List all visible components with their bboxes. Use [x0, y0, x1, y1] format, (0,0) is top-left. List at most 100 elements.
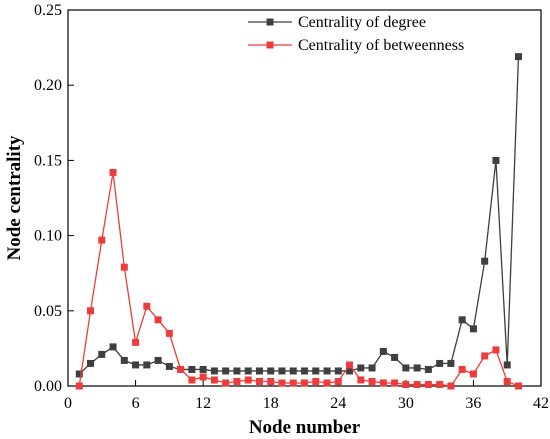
y-tick-label: 0.20 [34, 77, 62, 94]
data-point [233, 367, 241, 375]
data-point [424, 380, 432, 388]
y-tick-label: 0.00 [34, 378, 62, 395]
data-point [210, 367, 218, 375]
data-point [98, 350, 106, 358]
data-point [368, 364, 376, 372]
data-point [109, 168, 117, 176]
data-point [346, 367, 354, 375]
data-point [289, 367, 297, 375]
series-line-1 [78, 172, 519, 387]
data-point [458, 365, 466, 373]
legend-label: Centrality of betweenness [298, 37, 464, 54]
data-point [210, 376, 218, 384]
data-point [323, 367, 331, 375]
data-point [346, 361, 354, 369]
x-tick-label: 0 [64, 395, 72, 412]
data-point [143, 302, 151, 310]
data-point [267, 377, 275, 385]
x-tick-label: 42 [533, 395, 549, 412]
x-tick-label: 6 [132, 395, 140, 412]
data-point [278, 379, 286, 387]
data-point [379, 379, 387, 387]
data-point [492, 346, 500, 354]
data-point [391, 353, 399, 361]
data-point [402, 380, 410, 388]
data-point [334, 377, 342, 385]
data-point [75, 382, 83, 390]
data-point [132, 361, 140, 369]
y-tick-label: 0.10 [34, 228, 62, 245]
data-point [447, 359, 455, 367]
y-tick-label: 0.15 [34, 152, 62, 169]
data-point [244, 376, 252, 384]
data-point [165, 362, 173, 370]
data-point [255, 377, 263, 385]
data-point [199, 365, 207, 373]
data-point [289, 379, 297, 387]
legend-marker [266, 41, 274, 49]
data-point [199, 373, 207, 381]
data-point [87, 307, 95, 315]
data-point [503, 361, 511, 369]
x-tick-label: 36 [465, 395, 481, 412]
data-point [312, 377, 320, 385]
data-point [143, 361, 151, 369]
data-point [98, 236, 106, 244]
data-point [132, 338, 140, 346]
data-point [413, 364, 421, 372]
legend-marker [266, 18, 274, 26]
y-tick-label: 0.25 [34, 2, 62, 19]
data-point [323, 379, 331, 387]
data-point [436, 359, 444, 367]
data-point [368, 377, 376, 385]
x-tick-label: 12 [195, 395, 211, 412]
data-point [469, 370, 477, 378]
data-point [469, 325, 477, 333]
y-axis-ticks: 0.00 0.05 0.10 0.15 0.20 0.25 [34, 2, 74, 395]
data-point [154, 316, 162, 324]
data-point [481, 352, 489, 360]
data-point [222, 367, 230, 375]
data-point [222, 379, 230, 387]
data-point [301, 367, 308, 375]
data-point [514, 382, 522, 390]
data-point [458, 316, 466, 324]
data-point [379, 347, 387, 355]
data-point [503, 377, 511, 385]
data-point [177, 365, 185, 373]
data-point [75, 370, 83, 378]
data-point [165, 329, 173, 337]
data-point [244, 367, 252, 375]
data-point [255, 367, 263, 375]
data-point [278, 367, 286, 375]
x-tick-label: 18 [263, 395, 279, 412]
legend-label: Centrality of degree [298, 14, 426, 31]
x-tick-label: 24 [330, 395, 346, 412]
series-line-0 [78, 56, 520, 375]
data-point [357, 376, 365, 384]
data-point [267, 367, 275, 375]
data-point [424, 365, 432, 373]
data-point [188, 365, 196, 373]
y-axis-title: Node centrality [4, 135, 25, 261]
data-point [312, 367, 320, 375]
data-point [447, 382, 455, 390]
data-point [436, 380, 444, 388]
data-point [514, 53, 522, 61]
data-point [334, 367, 342, 375]
data-point [481, 257, 489, 265]
data-point [233, 377, 241, 385]
x-axis-title: Node number [249, 417, 361, 438]
data-point [109, 343, 117, 351]
data-point [402, 364, 410, 372]
data-point [120, 263, 128, 271]
data-point [188, 376, 196, 384]
legend: Centrality of degree Centrality of betwee… [248, 14, 464, 54]
data-point [357, 364, 365, 372]
y-tick-label: 0.05 [34, 303, 62, 320]
x-tick-label: 30 [398, 395, 414, 412]
data-point [492, 156, 500, 164]
data-point [391, 379, 399, 387]
series-layer [75, 53, 522, 390]
